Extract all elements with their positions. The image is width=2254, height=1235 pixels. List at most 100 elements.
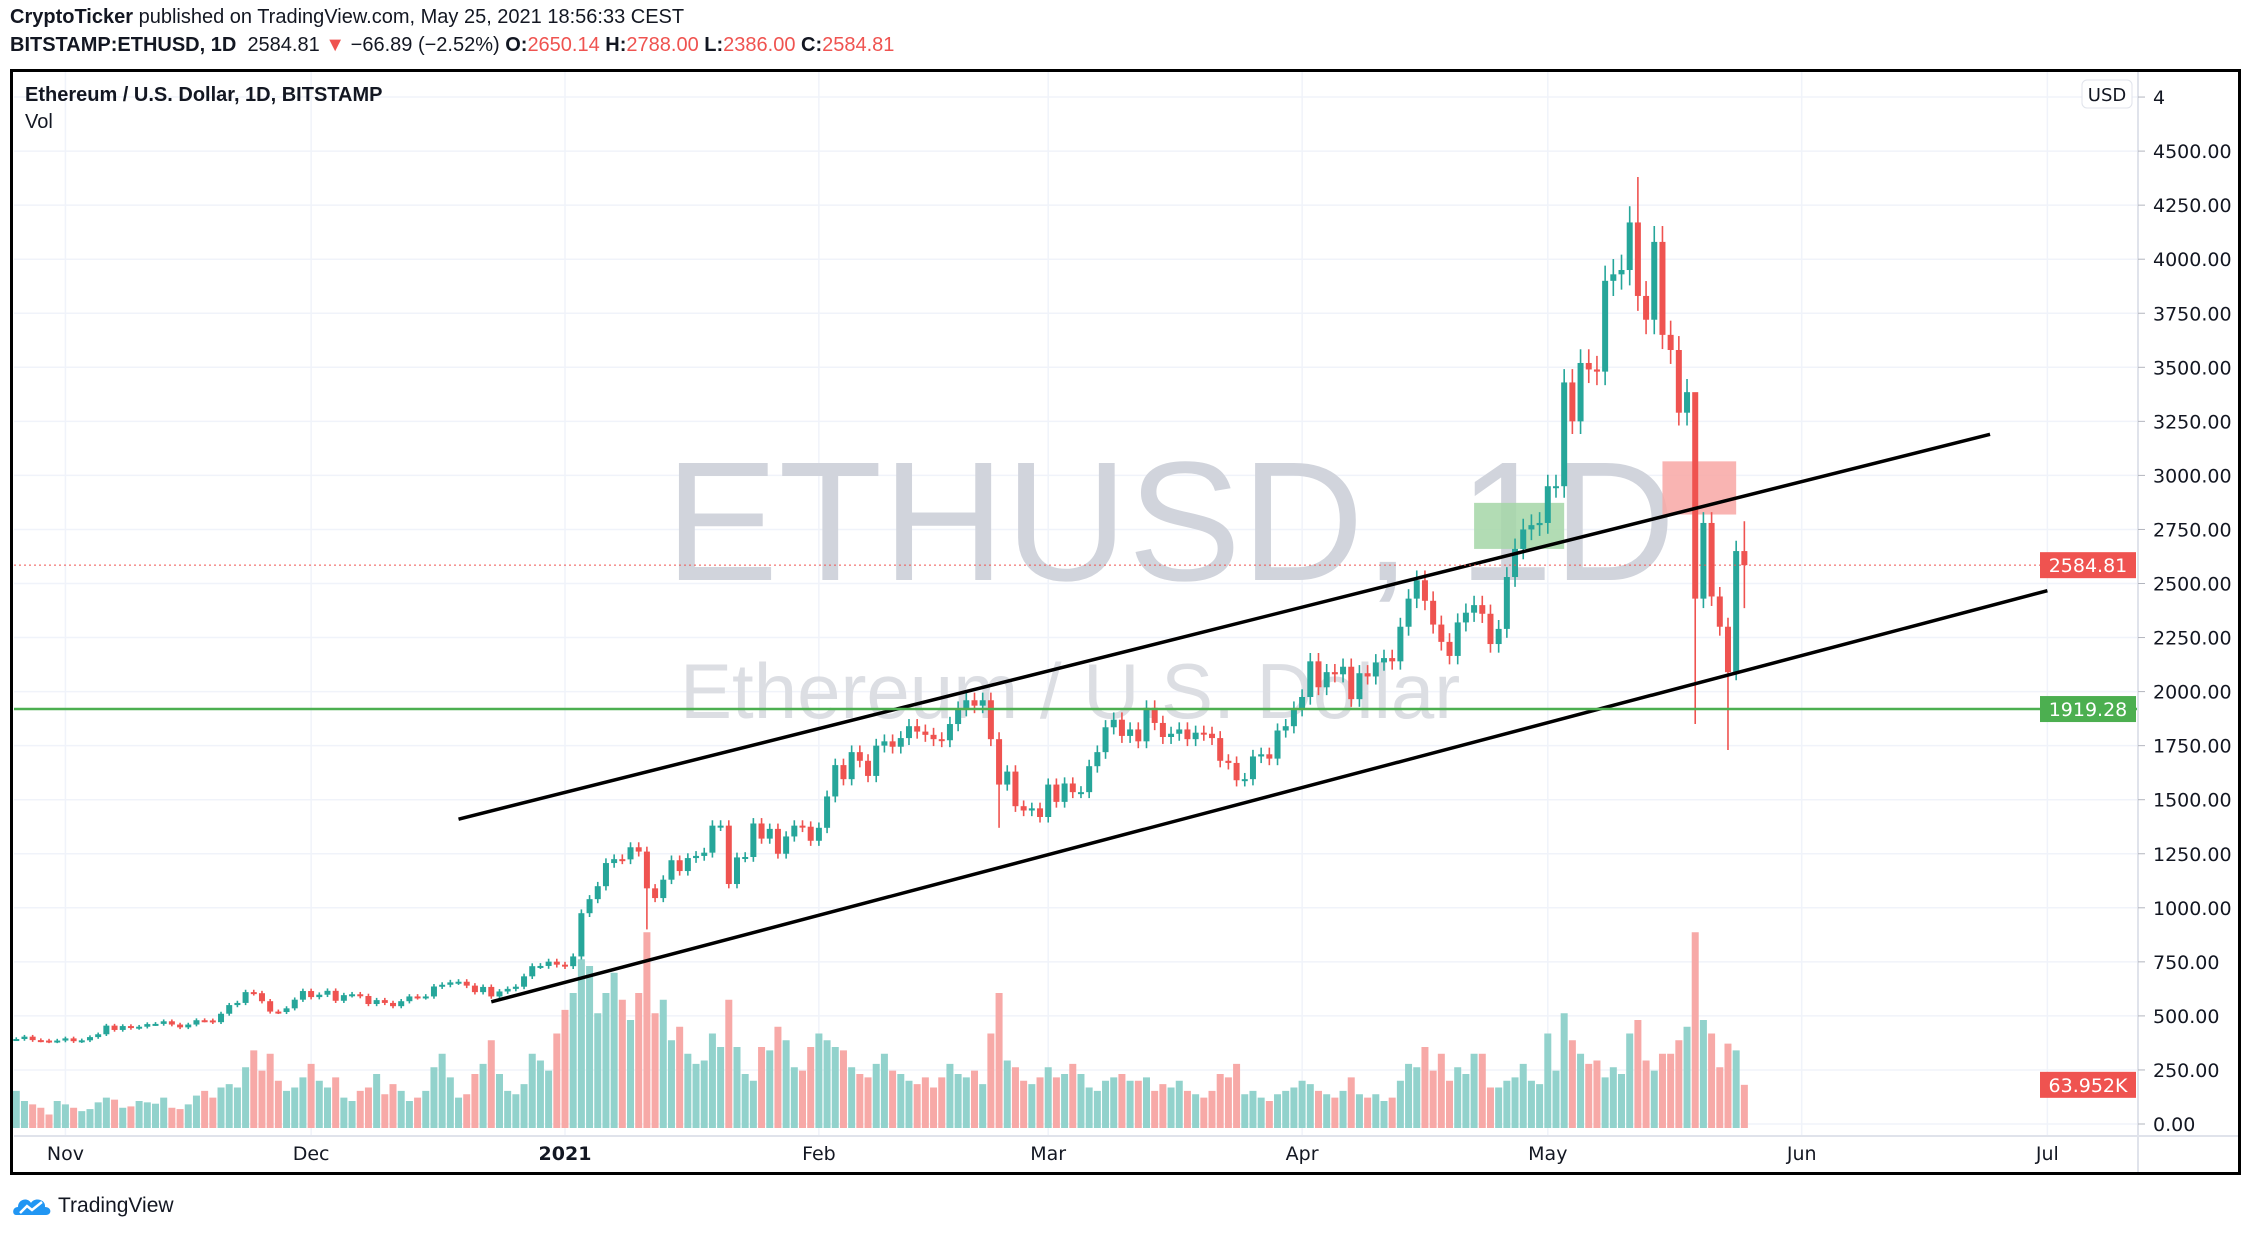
candle-body xyxy=(1282,726,1289,731)
volume-bar xyxy=(610,972,618,1128)
candle-body xyxy=(521,976,528,987)
candle-body xyxy=(1290,708,1297,727)
volume-bar xyxy=(291,1087,299,1128)
volume-bar xyxy=(1511,1077,1519,1128)
candle-body xyxy=(78,1040,85,1043)
volume-bar xyxy=(627,1020,635,1128)
volume-bar xyxy=(839,1050,847,1128)
triangle-down-icon: ▼ xyxy=(325,34,346,56)
candle-body xyxy=(209,1020,216,1023)
candle-body xyxy=(1397,626,1404,662)
candle-body xyxy=(267,1001,274,1012)
candle-body xyxy=(979,700,986,706)
candle-body xyxy=(758,823,765,839)
volume-bar xyxy=(1683,1026,1691,1128)
volume-bar xyxy=(1061,1074,1069,1128)
tradingview-footer[interactable]: TradingView xyxy=(12,1193,174,1219)
candle-body xyxy=(46,1040,53,1043)
volume-bar xyxy=(971,1070,978,1128)
candle-body xyxy=(1438,624,1445,642)
price-tick-label: 4250.00 xyxy=(2153,195,2232,217)
volume-bar xyxy=(758,1047,766,1128)
candle-body xyxy=(308,991,315,998)
candle-body xyxy=(144,1024,151,1027)
candle-body xyxy=(1430,600,1437,625)
volume-bar xyxy=(1740,1084,1748,1128)
candle-body xyxy=(1569,382,1576,422)
candle-body xyxy=(496,991,503,997)
candle-body xyxy=(1217,738,1224,761)
candle-body xyxy=(365,996,372,1005)
volume-bar xyxy=(1142,1077,1150,1128)
candle-body xyxy=(1634,222,1641,296)
candle-body xyxy=(1544,486,1551,523)
author-name[interactable]: CryptoTicker xyxy=(10,6,134,28)
candle-body xyxy=(987,700,994,740)
candle-body xyxy=(1389,658,1396,662)
volume-label[interactable]: Vol xyxy=(25,111,53,133)
volume-bar xyxy=(422,1090,430,1128)
watermark-description: Ethereum / U.S. Dollar xyxy=(680,647,1460,735)
candle-body xyxy=(1168,733,1175,738)
candle-body xyxy=(1651,241,1658,320)
open-value: 2650.14 xyxy=(527,34,600,56)
price-change: −66.89 (−2.52%) xyxy=(350,34,500,56)
volume-bar xyxy=(643,932,651,1128)
candle-body xyxy=(1127,729,1134,736)
time-tick-label: Dec xyxy=(293,1143,330,1165)
volume-bar xyxy=(782,1040,790,1128)
candle-body xyxy=(160,1021,167,1024)
volume-bar xyxy=(283,1090,291,1128)
volume-bar xyxy=(618,999,626,1128)
candle-body xyxy=(1536,522,1543,526)
volume-bar xyxy=(20,1101,28,1128)
candle-body xyxy=(676,860,683,872)
volume-bar xyxy=(766,1050,774,1128)
volume-bar xyxy=(1036,1077,1044,1128)
volume-bar xyxy=(1429,1070,1437,1128)
currency-badge-label[interactable]: USD xyxy=(2088,85,2126,106)
volume-bar xyxy=(799,1070,807,1128)
candle-body xyxy=(594,886,601,900)
volume-bar xyxy=(1454,1067,1462,1128)
volume-bar xyxy=(1020,1080,1028,1128)
time-tick-label: Nov xyxy=(47,1143,84,1165)
support-price-tag: 1919.28 xyxy=(2049,699,2128,721)
time-tick-label: Feb xyxy=(802,1143,836,1165)
candle-body xyxy=(406,996,413,1002)
close-label: C: xyxy=(801,34,823,56)
candle-body xyxy=(1618,270,1625,275)
volume-bar xyxy=(242,1067,250,1128)
volume-bar xyxy=(790,1067,798,1128)
candle-body xyxy=(1110,719,1117,728)
volume-bar xyxy=(545,1070,553,1128)
currency-badge xyxy=(2081,79,2133,109)
volume-bar xyxy=(1601,1077,1609,1128)
lower-channel-trendline xyxy=(490,588,2048,1004)
candle-body xyxy=(1659,241,1666,335)
candle-body xyxy=(1069,783,1076,793)
candle-body xyxy=(1552,486,1559,489)
candle-body xyxy=(1241,779,1248,782)
volume-bar xyxy=(1486,1087,1494,1128)
volume-bar xyxy=(45,1114,53,1128)
volume-bar xyxy=(930,1087,938,1128)
candle-body xyxy=(1028,808,1035,811)
volume-bar xyxy=(1126,1080,1134,1128)
volume-bar xyxy=(561,1009,569,1128)
volume-bar xyxy=(987,1033,995,1128)
volume-bar xyxy=(160,1097,168,1128)
price-tick-label: 4500.00 xyxy=(2153,141,2232,163)
candle-body xyxy=(504,988,511,992)
candle-body xyxy=(693,855,700,859)
candle-body xyxy=(226,1005,233,1014)
candle-body xyxy=(29,1036,36,1041)
candle-body xyxy=(1176,729,1183,734)
candle-body xyxy=(1454,622,1461,656)
volume-bar xyxy=(78,1111,86,1128)
candle-body xyxy=(250,992,257,995)
volume-bar xyxy=(1093,1090,1101,1128)
candle-body xyxy=(512,986,519,989)
volume-bar xyxy=(299,1077,307,1128)
